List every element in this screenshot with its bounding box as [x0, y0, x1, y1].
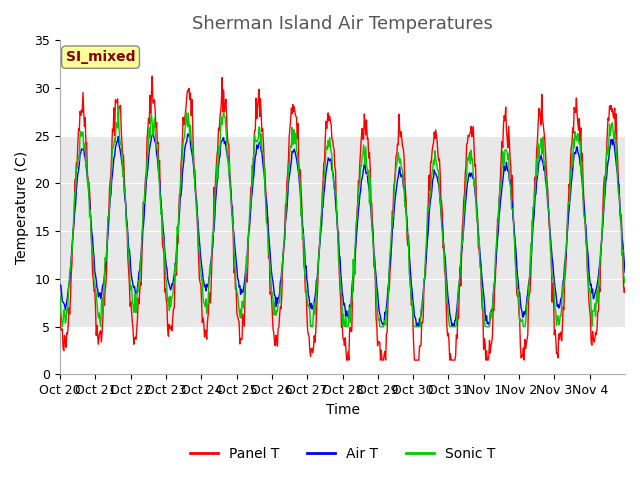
Y-axis label: Temperature (C): Temperature (C)	[15, 151, 29, 264]
Text: SI_mixed: SI_mixed	[66, 50, 135, 64]
Legend: Panel T, Air T, Sonic T: Panel T, Air T, Sonic T	[184, 442, 500, 467]
Title: Sherman Island Air Temperatures: Sherman Island Air Temperatures	[192, 15, 493, 33]
Bar	[60, 136, 625, 327]
X-axis label: Time: Time	[326, 403, 360, 417]
